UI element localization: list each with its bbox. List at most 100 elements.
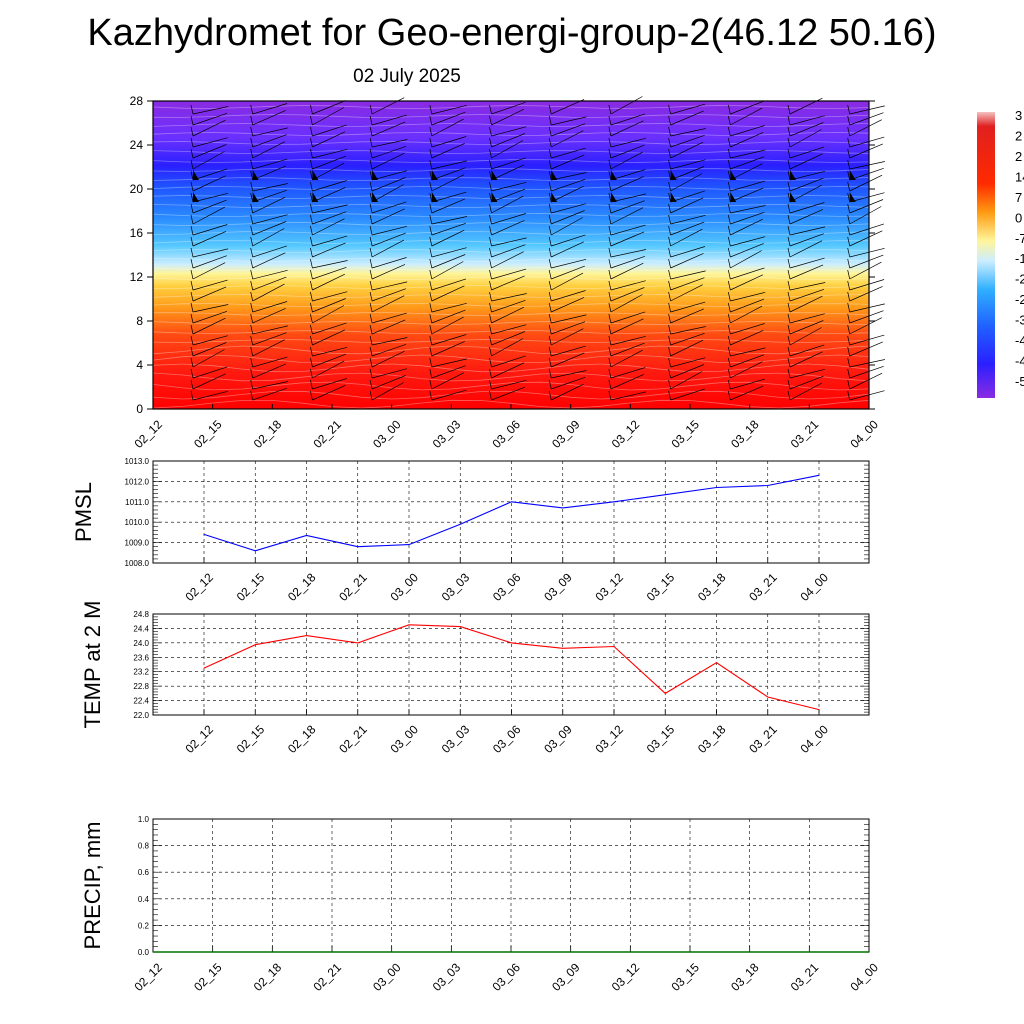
wind-barb-feather (847, 357, 851, 368)
wind-barb (789, 264, 824, 280)
y-tick-label: 20 (130, 182, 144, 196)
wind-barb-feather (668, 346, 671, 357)
x-tick-label: 02_18 (251, 960, 285, 994)
wind-barb-feather (548, 225, 552, 236)
wind-barb-feather (250, 368, 254, 379)
chart-title: Kazhydromet for Geo-energi-group-2(46.12… (87, 12, 937, 54)
wind-barb-pennant (252, 170, 259, 180)
wind-barb-feather (369, 192, 373, 203)
wind-barb (610, 231, 645, 247)
wind-barb (730, 211, 765, 225)
wind-barb (431, 341, 465, 357)
wind-barb-feather (250, 159, 254, 170)
wind-barb-feather (250, 203, 254, 214)
wind-barb-pennant (670, 192, 677, 202)
y-tick-label: 24.8 (133, 610, 149, 619)
wind-barb (730, 100, 765, 115)
wind-barb (849, 136, 885, 148)
wind-barb-feather (608, 346, 612, 357)
y-tick-label: 28 (130, 94, 144, 108)
wind-barb (551, 178, 586, 192)
wind-barb (730, 291, 766, 302)
wind-barb (252, 276, 287, 291)
wind-barb (610, 113, 646, 126)
wind-barb-pennant (431, 170, 438, 180)
wind-barb (610, 169, 646, 181)
wind-barb-feather (250, 170, 254, 181)
wind-barb-feather (489, 159, 492, 170)
wind-barb-feather (727, 225, 731, 236)
wind-barb-feather (548, 203, 552, 214)
wind-barb-feather (787, 280, 791, 291)
wind-barb (849, 143, 883, 159)
wind-barb-feather (608, 203, 612, 214)
wind-barb-feather (668, 247, 671, 258)
wind-barb (192, 106, 229, 115)
wind-barb (789, 122, 824, 137)
wind-barb (431, 247, 467, 258)
wind-barb (491, 220, 525, 236)
wind-barb-feather (429, 170, 433, 181)
wind-barb (670, 371, 703, 390)
wind-barb-feather (369, 291, 373, 302)
wind-barb (431, 278, 467, 291)
wind-barb-feather (489, 335, 492, 346)
wind-barb (491, 306, 525, 324)
wind-barb (431, 365, 466, 379)
wind-barb-feather (847, 390, 851, 401)
wind-barb (192, 224, 228, 236)
wind-barb-feather (310, 368, 313, 379)
isotherm (152, 321, 870, 325)
wind-barb (610, 137, 646, 148)
wind-barb-feather (668, 181, 671, 192)
wind-barb (431, 229, 465, 247)
wind-barb (491, 101, 526, 115)
wind-barb-feather (190, 214, 194, 225)
x-tick-label: 03_09 (541, 570, 575, 604)
x-tick-label: 03_00 (370, 960, 404, 994)
wind-barb (670, 228, 703, 247)
x-tick-label: 03_12 (592, 722, 626, 756)
y-tick-label: 24.4 (133, 624, 149, 633)
wind-barb (312, 124, 347, 137)
wind-barb (849, 279, 885, 291)
wind-barb (192, 192, 228, 203)
colorbar-labels: 3 2 2 14 7 0 -7 -1 -2 -2 -3 -4 -4 -5 (1015, 108, 1024, 389)
wind-barb (849, 372, 883, 390)
wind-barb (730, 385, 764, 401)
wind-barb-feather (668, 225, 671, 236)
wind-barb-feather (847, 302, 851, 313)
wind-barb (431, 285, 465, 302)
wind-barb-feather (250, 225, 254, 236)
x-tick-label: 02_21 (336, 570, 370, 604)
wind-barb (491, 275, 525, 291)
wind-barb (371, 232, 406, 247)
isotherm (152, 339, 870, 343)
x-tick-label: 03_09 (549, 417, 583, 451)
wind-barb-feather (369, 126, 373, 137)
wind-barb (551, 321, 586, 335)
wind-barb (252, 252, 286, 269)
wind-barb (371, 295, 405, 313)
wind-barb (610, 287, 645, 302)
wind-barb-feather (847, 170, 851, 181)
wind-barb (491, 331, 526, 346)
wind-barb-feather (727, 104, 731, 115)
wind-barb (491, 133, 526, 148)
wind-barb-feather (608, 104, 612, 115)
wind-barb-feather (847, 192, 851, 203)
wind-barb-feather (369, 148, 373, 159)
wind-barb (670, 332, 705, 346)
wind-barb-feather (190, 291, 194, 302)
wind-barb (789, 313, 825, 324)
wind-barb-feather (190, 126, 194, 137)
wind-barb-pennant (193, 192, 199, 202)
wind-barb-feather (190, 137, 194, 148)
wind-barb-pennant (491, 192, 498, 202)
wind-barb-feather (668, 214, 671, 225)
wind-barb-feather (847, 269, 851, 280)
wind-barb-feather (250, 324, 254, 335)
wind-barb-feather (429, 379, 433, 390)
wind-barb (670, 134, 705, 148)
wind-barb-pennant (790, 192, 796, 202)
